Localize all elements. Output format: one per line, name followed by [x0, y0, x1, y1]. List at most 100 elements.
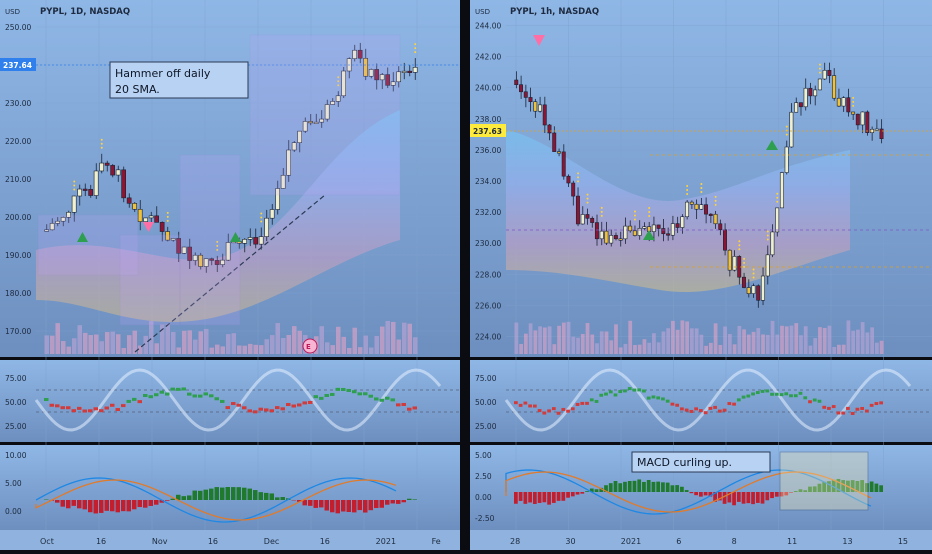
candle: [761, 276, 764, 300]
rsi-bar: [132, 398, 137, 401]
macd-histogram-bar: [690, 492, 694, 493]
signal-dot: [767, 230, 769, 232]
signal-dot: [743, 258, 745, 260]
candle: [572, 183, 575, 196]
rsi-bar: [580, 402, 584, 405]
rsi-bar: [671, 403, 675, 406]
right-time-axis-bg[interactable]: [470, 530, 932, 550]
rsi-bar: [538, 409, 542, 412]
candle: [548, 125, 551, 133]
volume-bar: [515, 323, 519, 354]
rsi-bar: [737, 398, 741, 401]
volume-bar: [557, 326, 561, 354]
volume-bar: [50, 336, 55, 354]
candle: [832, 76, 835, 99]
rsi-bar: [841, 412, 845, 415]
macd-histogram-bar: [132, 500, 137, 509]
macd-histogram-bar: [761, 492, 765, 504]
rsi-bar: [652, 395, 656, 398]
macd-histogram-bar: [165, 500, 170, 501]
candle: [842, 98, 845, 106]
rsi-bar: [623, 389, 627, 392]
signal-dot: [73, 181, 75, 183]
pane-divider[interactable]: [0, 357, 460, 360]
volume-bar: [671, 321, 675, 354]
volume-bar: [847, 320, 851, 354]
macd-histogram-bar: [77, 500, 82, 508]
rsi-bar: [832, 405, 836, 408]
highlight-box[interactable]: [780, 452, 868, 510]
volume-bar: [690, 328, 694, 354]
rsi-bar: [160, 391, 165, 394]
macd-histogram-bar: [259, 492, 264, 500]
pane-divider[interactable]: [470, 357, 932, 360]
volume-bar: [391, 322, 396, 354]
candle: [633, 231, 636, 236]
volume-bar: [243, 346, 248, 354]
pane-divider[interactable]: [0, 442, 460, 445]
right-time-label: 2021: [621, 537, 641, 546]
macd-histogram-bar: [314, 500, 319, 508]
rsi-bar: [187, 393, 192, 396]
volume-bar: [386, 321, 391, 354]
rsi-bar: [865, 410, 869, 413]
volume-bar: [336, 327, 341, 354]
macd-histogram-bar: [413, 499, 418, 500]
macd-histogram-bar: [226, 487, 231, 500]
macd-histogram-bar: [193, 491, 198, 500]
macd-histogram-bar: [723, 492, 727, 504]
macd-histogram-bar: [55, 500, 60, 503]
volume-bar: [576, 338, 580, 354]
rsi-bar: [637, 388, 641, 391]
volume-bar: [533, 330, 537, 354]
candle: [799, 103, 802, 107]
macd-histogram-bar: [182, 496, 187, 500]
macd-histogram-bar: [110, 500, 115, 511]
left-time-label: Fe: [432, 537, 441, 546]
macd-histogram-bar: [666, 483, 670, 492]
volume-bar: [567, 322, 571, 354]
pane-divider[interactable]: [470, 442, 932, 445]
rsi-bar: [127, 400, 132, 403]
left-current-price: 237.64: [3, 61, 32, 70]
rsi-bar: [182, 387, 187, 390]
volume-bar: [111, 332, 116, 354]
signal-dot: [852, 105, 854, 107]
macd-histogram-bar: [336, 500, 341, 513]
rsi-bar: [391, 398, 396, 401]
rsi-bar: [765, 389, 769, 392]
rsi-bar: [585, 402, 589, 405]
macd-histogram-bar: [742, 492, 746, 504]
rsi-bar: [325, 394, 330, 397]
rsi-bar: [794, 394, 798, 397]
volume-bar: [270, 335, 275, 354]
macd-histogram-bar: [775, 492, 779, 497]
rsi-bar: [61, 406, 66, 409]
rsi-bar: [308, 401, 313, 404]
signal-dot: [167, 212, 169, 214]
macd-histogram-bar: [275, 497, 280, 500]
volume-bar: [364, 336, 369, 354]
signal-dot: [101, 139, 103, 141]
chart-separator[interactable]: [460, 0, 470, 550]
candle: [562, 152, 565, 176]
candle: [643, 227, 646, 229]
volume-bar: [794, 323, 798, 354]
candle: [127, 198, 131, 203]
volume-bar: [676, 330, 680, 354]
macd-histogram-bar: [352, 500, 357, 512]
rsi-bar: [55, 404, 60, 407]
candle: [413, 67, 417, 72]
rsi-bar: [94, 407, 99, 410]
macd-histogram-bar: [220, 488, 225, 500]
rsi-bar: [661, 397, 665, 400]
rsi-bar: [609, 390, 613, 393]
candle: [89, 189, 93, 195]
volume-bar: [756, 328, 760, 354]
signal-dot: [73, 189, 75, 191]
volume-bar: [662, 331, 666, 354]
macd-histogram-bar: [358, 500, 363, 510]
signal-dot: [587, 194, 589, 196]
volume-bar: [61, 341, 66, 354]
